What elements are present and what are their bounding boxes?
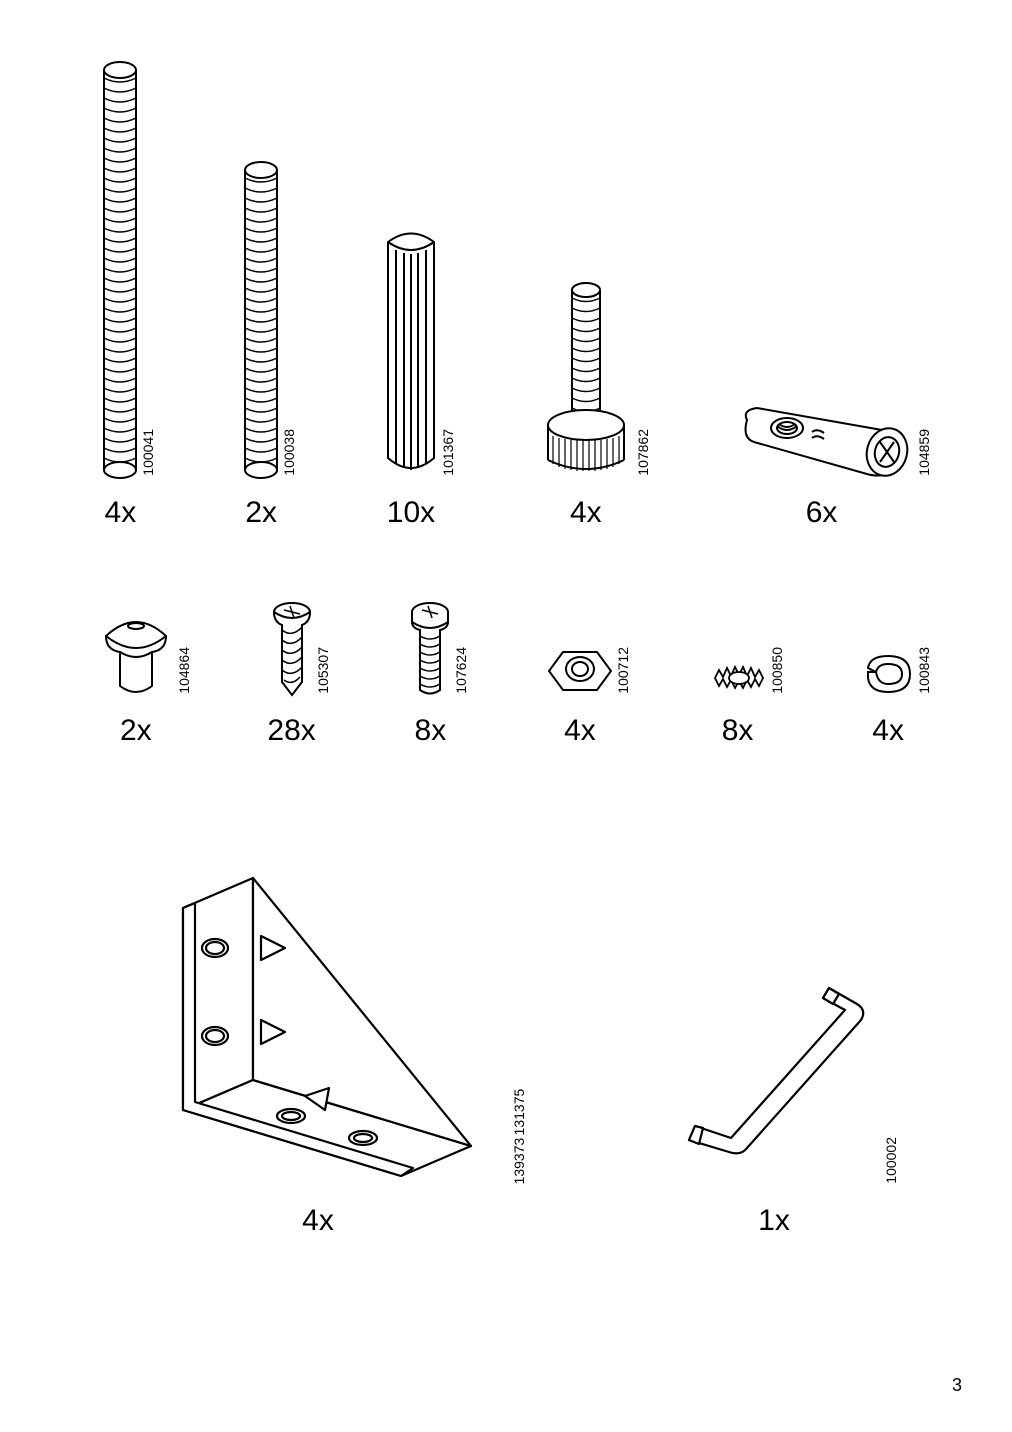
split-washer-icon: [860, 650, 916, 698]
quantity-label: 4x: [570, 496, 602, 530]
part-dowel: 101367 10x: [382, 220, 440, 530]
part-bolt-knob: 107862 4x: [541, 280, 631, 530]
parts-row-1: 100041 4x: [50, 60, 962, 530]
quantity-label: 4x: [872, 714, 904, 748]
hex-nut-icon: [545, 644, 615, 698]
quantity-label: 2x: [245, 496, 277, 530]
machine-screw-icon: [407, 600, 453, 698]
part-number: 105307: [315, 647, 331, 694]
quantity-label: 10x: [387, 496, 435, 530]
part-number-stack: 131375 139373: [511, 1089, 527, 1184]
quantity-label: 28x: [267, 714, 315, 748]
allen-key-icon: [669, 968, 879, 1188]
part-number: 107862: [635, 429, 651, 476]
part-machine-screw: 107624 8x: [407, 600, 453, 748]
part-cam-lock: 104859 6x: [732, 390, 912, 530]
quantity-label: 8x: [415, 714, 447, 748]
part-number: 101367: [440, 429, 456, 476]
quantity-label: 2x: [120, 714, 152, 748]
threaded-rod-medium-icon: [241, 160, 281, 480]
parts-row-3: 131375 139373 4x 100002 1x: [50, 848, 962, 1238]
part-allen-key: 100002 1x: [669, 968, 879, 1238]
quantity-label: 4x: [302, 1204, 334, 1238]
threaded-rod-long-icon: [100, 60, 140, 480]
part-number: 100850: [769, 647, 785, 694]
parts-row-2: 104864 2x: [50, 600, 962, 748]
part-number: 104859: [916, 429, 932, 476]
part-corner-bracket: 131375 139373 4x: [133, 848, 503, 1238]
part-number: 100038: [281, 429, 297, 476]
part-number: 100712: [615, 647, 631, 694]
part-hex-nut: 100712 4x: [545, 644, 615, 748]
part-number: 100002: [883, 1137, 899, 1184]
part-number: 107624: [453, 647, 469, 694]
quantity-label: 8x: [722, 714, 754, 748]
serrated-washer-icon: [707, 656, 769, 698]
dowel-icon: [382, 220, 440, 480]
quantity-label: 4x: [105, 496, 137, 530]
mushroom-peg-icon: [96, 608, 176, 698]
part-threaded-rod-medium: 100038 2x: [241, 160, 281, 530]
bolt-knob-icon: [541, 280, 631, 480]
quantity-label: 4x: [564, 714, 596, 748]
part-threaded-rod-long: 100041 4x: [100, 60, 140, 530]
part-wood-screw: 105307 28x: [267, 600, 315, 748]
cam-lock-icon: [732, 390, 912, 480]
corner-bracket-icon: [133, 848, 503, 1188]
part-split-washer: 100843 4x: [860, 650, 916, 748]
part-number: 104864: [176, 647, 192, 694]
quantity-label: 6x: [806, 496, 838, 530]
wood-screw-icon: [269, 600, 315, 698]
quantity-label: 1x: [758, 1204, 790, 1238]
part-number: 100843: [916, 647, 932, 694]
page-number: 3: [952, 1375, 962, 1396]
part-number: 100041: [140, 429, 156, 476]
part-serrated-washer: 100850 8x: [707, 656, 769, 748]
part-mushroom-peg: 104864 2x: [96, 608, 176, 748]
